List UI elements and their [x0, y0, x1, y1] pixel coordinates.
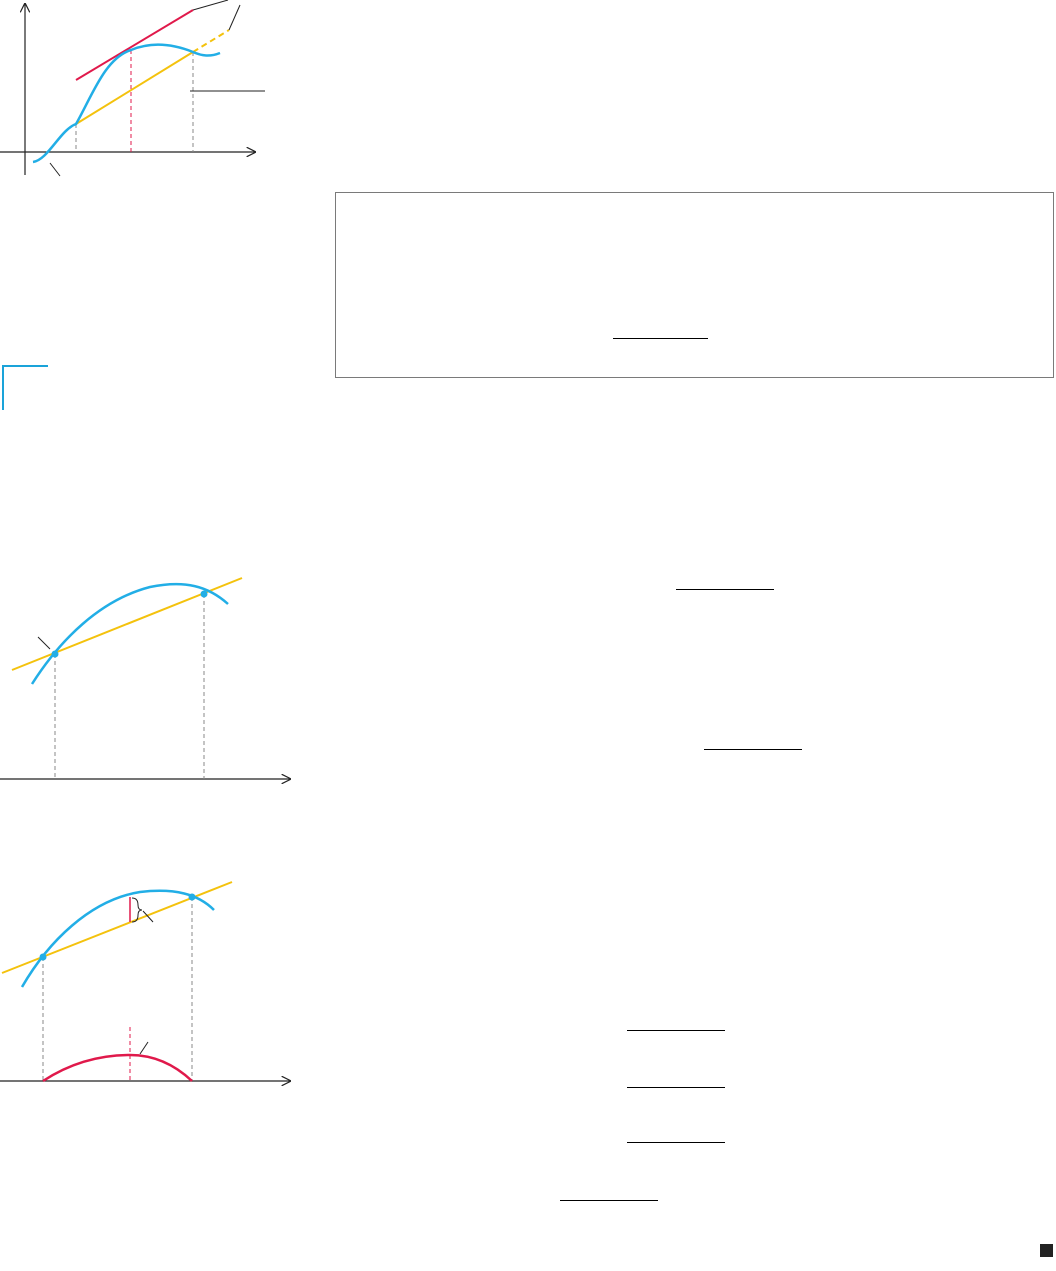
- secant-line: [75, 51, 194, 125]
- point-a: [51, 650, 59, 658]
- secant-extension: [192, 29, 230, 53]
- point-b: [188, 893, 196, 901]
- fraction-bar: [676, 589, 774, 590]
- figure-secant-tangent: [0, 0, 265, 177]
- brace: [131, 897, 143, 923]
- point-b: [200, 590, 208, 598]
- fraction-bar: [704, 749, 802, 750]
- fraction-bar: [627, 1087, 725, 1088]
- curve: [20, 889, 215, 988]
- end-of-proof-icon: [1040, 1244, 1053, 1257]
- leader-tangent: [192, 0, 229, 11]
- leader-secant: [228, 4, 241, 31]
- figure-difference-function: [0, 881, 300, 1100]
- leader-difference-curve: [139, 1041, 149, 1055]
- leader-curve: [49, 162, 61, 177]
- fraction-bar: [627, 1030, 725, 1031]
- theorem-box: [335, 192, 1054, 378]
- figure-secant: [0, 577, 300, 790]
- proof-corner-marker: [2, 365, 48, 410]
- tangent-line: [75, 9, 194, 81]
- curve: [30, 582, 229, 685]
- difference-curve: [42, 1053, 193, 1083]
- leader-brace: [142, 910, 154, 923]
- secant-line: [1, 881, 233, 974]
- fraction-bar: [560, 1200, 658, 1201]
- leader-point-a: [37, 636, 51, 650]
- fraction-bar: [613, 338, 708, 339]
- fraction-bar: [627, 1142, 725, 1143]
- point-a: [39, 953, 47, 961]
- curve: [32, 43, 221, 164]
